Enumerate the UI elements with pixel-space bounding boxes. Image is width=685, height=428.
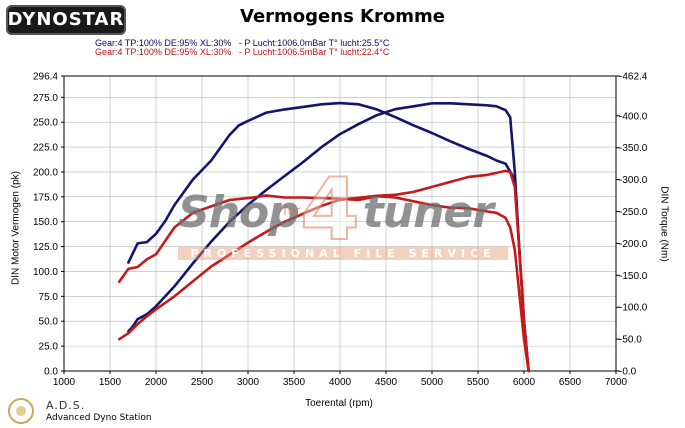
y-tick-label-6: 150.0 [33,217,58,228]
y-tick-label-11: 275.0 [33,93,58,104]
y-tick-label-9: 225.0 [33,143,58,154]
watermark-brand-left: Shop [178,187,300,238]
y-tick-label-1: 25.0 [39,342,59,353]
ads-emblem-icon [8,398,34,424]
x-tick-label-0: 1000 [53,377,76,388]
x-tick-label-9: 5500 [467,377,490,388]
y2-tick-label-2: -100.0 [619,303,648,314]
y-tick-label-7: 175.0 [33,192,58,203]
logo-text: DYNOSTAR [7,9,125,30]
x-tick-label-1: 1500 [99,377,122,388]
y-tick-label-5: 125.0 [33,242,58,253]
series-line-1 [127,101,530,373]
y-tick-label-8: 200.0 [33,167,58,178]
y2-tick-label-9: -462.4 [619,72,648,83]
x-tick-label-2: 2000 [145,377,168,388]
x-tick-label-11: 6500 [559,377,582,388]
series-lines [117,101,530,373]
ads-subtitle: Advanced Dyno Station [46,413,152,423]
watermark-brand: Shop tuner [178,187,494,238]
x-tick-label-4: 3000 [237,377,260,388]
y2-tick-label-7: -350.0 [619,143,648,154]
x-tick-label-10: 6000 [513,377,536,388]
x-tick-label-12: 7000 [605,377,628,388]
series-line-0 [127,102,530,373]
x-tick-label-3: 2500 [191,377,214,388]
y-tick-label-4: 100.0 [33,267,58,278]
y-tick-label-12: 296.4 [33,72,58,83]
chart-title: Vermogens Kromme [240,6,445,27]
y-tick-label-10: 250.0 [33,118,58,129]
tick-labels: 1000 1500 2000 2500 3000 3500 4000 4500 5000 5500… [33,72,648,389]
watermark-brand-right: tuner [362,187,494,238]
watermark-for: for [283,204,301,219]
x-tick-label-8: 5000 [421,377,444,388]
x-tick-label-5: 3500 [283,377,306,388]
y-axis-right-label: DIN Torque (Nm) [658,186,670,262]
ads-name: A.D.S. [46,399,86,412]
watermark-band: PROFESSIONAL FILE SERVICE [178,247,508,260]
plot-frame [63,75,617,372]
y-tick-label-3: 75.0 [39,292,59,303]
series-line-3 [117,194,530,373]
y-tick-label-2: 50.0 [39,317,59,328]
y2-tick-label-6: -300.0 [619,175,648,186]
ads-footer: A.D.S. Advanced Dyno Station [8,398,228,426]
y2-tick-label-4: -200.0 [619,239,648,250]
y2-tick-label-0: -0.0 [619,367,637,378]
y2-tick-label-8: -400.0 [619,111,648,122]
y2-tick-label-5: -250.0 [619,207,648,218]
y2-tick-label-3: -150.0 [619,271,648,282]
run-1-conditions: Gear:4 TP:100% DE:95% XL:30% - P Lucht:1… [95,38,390,48]
run-2-conditions: Gear:4 TP:100% DE:95% XL:30% - P Lucht:1… [95,47,390,57]
watermark-four: 4 [299,159,361,261]
x-tick-label-7: 4500 [375,377,398,388]
y2-tick-label-1: -50.0 [619,335,642,346]
axes [61,75,620,374]
x-tick-label-6: 4000 [329,377,352,388]
y-axis-left-label: DIN Motor Vermogen (pk) [10,171,22,285]
y-tick-label-0: 0.0 [44,367,58,378]
dynostar-logo: DYNOSTAR [6,5,126,35]
x-axis-label: Toerental (rpm) [305,398,373,409]
